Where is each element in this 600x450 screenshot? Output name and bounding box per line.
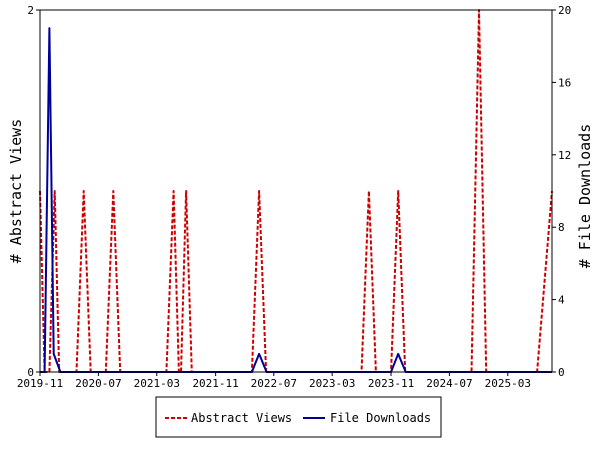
x-tick-label: 2024-07	[426, 377, 472, 390]
left-axis-title: # Abstract Views	[7, 119, 25, 264]
left-tick-label: 0	[27, 366, 34, 379]
right-tick-label: 12	[558, 149, 571, 162]
x-tick-label: 2023-03	[309, 377, 355, 390]
legend: Abstract Views File Downloads	[155, 396, 442, 438]
right-axis-title: # File Downloads	[576, 124, 594, 269]
plot-frame	[39, 9, 553, 373]
x-tick-label: 2025-03	[485, 377, 531, 390]
x-tick-label: 2021-11	[192, 377, 238, 390]
x-tick-label: 2022-07	[251, 377, 297, 390]
right-axis: 0 4 8 12 16 20	[552, 4, 571, 379]
right-tick-label: 16	[558, 76, 571, 89]
plot-area	[40, 10, 552, 372]
x-tick-label: 2023-11	[368, 377, 414, 390]
x-tick-label: 2020-07	[75, 377, 121, 390]
x-tick-label: 2021-03	[134, 377, 180, 390]
left-tick-label: 2	[27, 4, 34, 17]
left-axis: 02	[27, 4, 40, 379]
right-tick-label: 0	[558, 366, 565, 379]
series-line-file-downloads	[40, 27, 552, 373]
right-tick-label: 8	[558, 221, 565, 234]
legend-label-file-downloads: File Downloads	[330, 411, 431, 425]
right-tick-label: 4	[558, 294, 565, 307]
legend-label-abstract-views: Abstract Views	[191, 411, 292, 425]
legend-box	[155, 396, 442, 438]
right-tick-label: 20	[558, 4, 571, 17]
x-axis: 2019-11 2020-07 2021-03 2021-11 2022-07 2023-…	[17, 372, 531, 390]
x-tick-label: 2019-11	[17, 377, 63, 390]
